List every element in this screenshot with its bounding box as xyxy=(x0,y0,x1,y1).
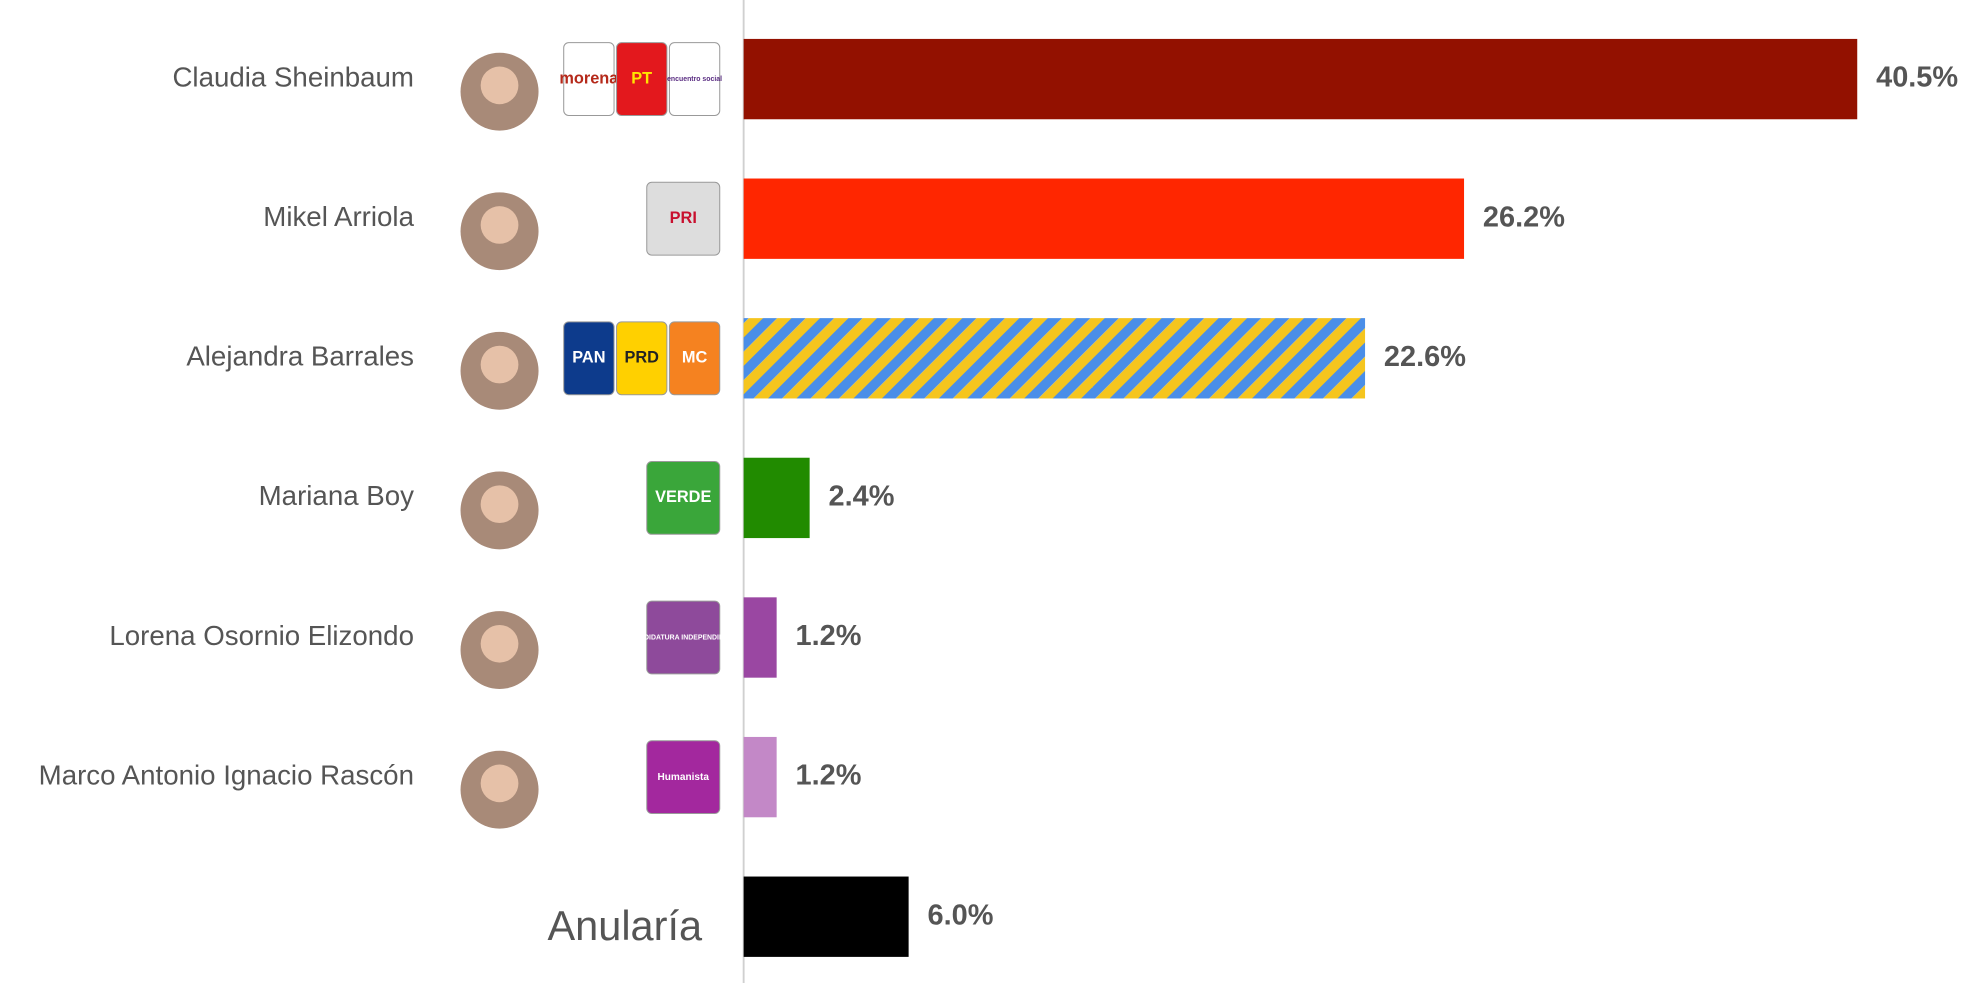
party-logo-text: PAN xyxy=(572,349,605,367)
party-logo-text: PT xyxy=(631,69,652,87)
party-logo-text: PRD xyxy=(624,349,659,367)
party-logo xyxy=(616,321,668,396)
bar xyxy=(743,178,1465,259)
photo-face xyxy=(480,206,519,244)
party-logo-text: encuentro social xyxy=(667,76,722,83)
photo-face xyxy=(480,624,519,663)
party-logo xyxy=(563,42,615,117)
value-label: 1.2% xyxy=(796,760,862,792)
category-label: Mariana Boy xyxy=(259,480,415,511)
party-logo xyxy=(646,600,721,675)
party-logo xyxy=(563,321,615,396)
photo-face xyxy=(480,66,519,105)
photo-face xyxy=(480,764,519,803)
value-label: 40.5% xyxy=(1876,62,1958,94)
party-logo xyxy=(646,181,721,256)
category-label: Anularía xyxy=(547,902,703,949)
value-label: 2.4% xyxy=(829,481,895,513)
bar xyxy=(743,457,810,539)
party-logo xyxy=(646,740,721,815)
party-logo-text: PRI xyxy=(670,209,697,227)
category-label: Marco Antonio Ignacio Rascón xyxy=(39,759,414,790)
party-logo xyxy=(616,42,668,117)
bar xyxy=(743,38,1858,120)
value-label: 26.2% xyxy=(1483,201,1565,233)
party-logo-text: morena xyxy=(559,69,619,87)
party-logo-text: CANDIDATURA INDEPENDIENTE xyxy=(629,634,738,641)
photo-face xyxy=(480,345,519,384)
value-label: 22.6% xyxy=(1384,341,1466,373)
bar xyxy=(743,597,777,678)
party-logo-text: MC xyxy=(682,349,708,367)
value-label: 6.0% xyxy=(928,899,994,931)
photo-face xyxy=(480,485,519,524)
bar xyxy=(743,736,777,818)
party-logo-text: Humanista xyxy=(658,772,710,783)
party-logo-text: VERDE xyxy=(655,488,711,506)
bar xyxy=(743,876,909,957)
bar xyxy=(743,318,1366,399)
party-logo xyxy=(668,42,721,117)
party-logo xyxy=(646,460,721,535)
category-label: Alejandra Barrales xyxy=(186,341,414,372)
value-label: 1.2% xyxy=(796,620,862,652)
category-label: Mikel Arriola xyxy=(263,201,414,232)
category-label: Lorena Osornio Elizondo xyxy=(109,620,414,651)
category-label: Claudia Sheinbaum xyxy=(172,61,414,92)
party-logo xyxy=(668,321,721,396)
